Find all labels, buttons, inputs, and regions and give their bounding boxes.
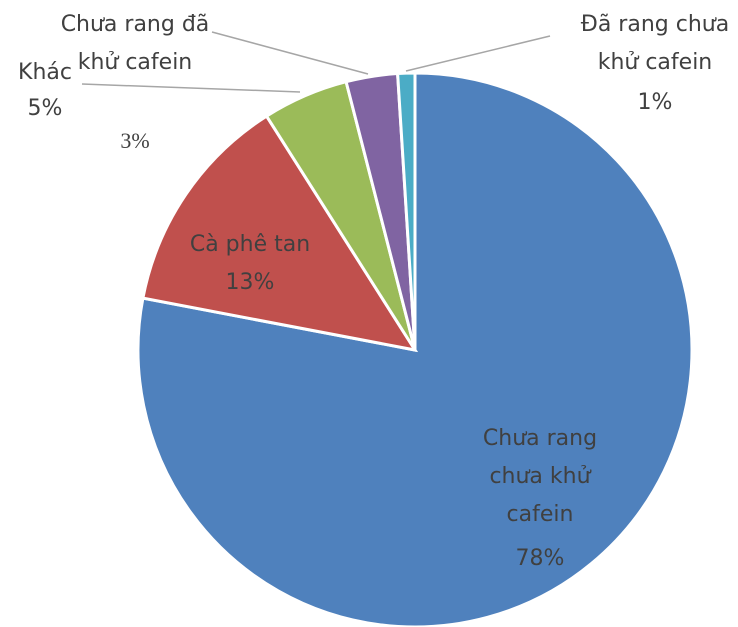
pie-slice — [141, 114, 419, 353]
slice-value-label: 13% — [225, 270, 275, 295]
slice-value-label: 1% — [637, 90, 673, 115]
slice-value-label: 78% — [515, 546, 565, 571]
pie-slice — [396, 71, 417, 351]
slice-label: Chưa rang chưa khử cafein — [482, 426, 598, 527]
pie-slice — [136, 71, 694, 627]
leader-line — [405, 35, 551, 72]
slice-label: Khác — [18, 60, 72, 85]
slice-value-label: 3% — [120, 128, 150, 153]
slice-label: Chưa rang đã khử cafein — [60, 12, 210, 75]
leader-line — [211, 31, 369, 75]
leader-line — [81, 83, 301, 93]
slice-label: Đã rang chưa khử cafein — [580, 12, 730, 75]
slice-label: Cà phê tan — [189, 232, 311, 257]
slice-value-label: 5% — [27, 96, 63, 121]
